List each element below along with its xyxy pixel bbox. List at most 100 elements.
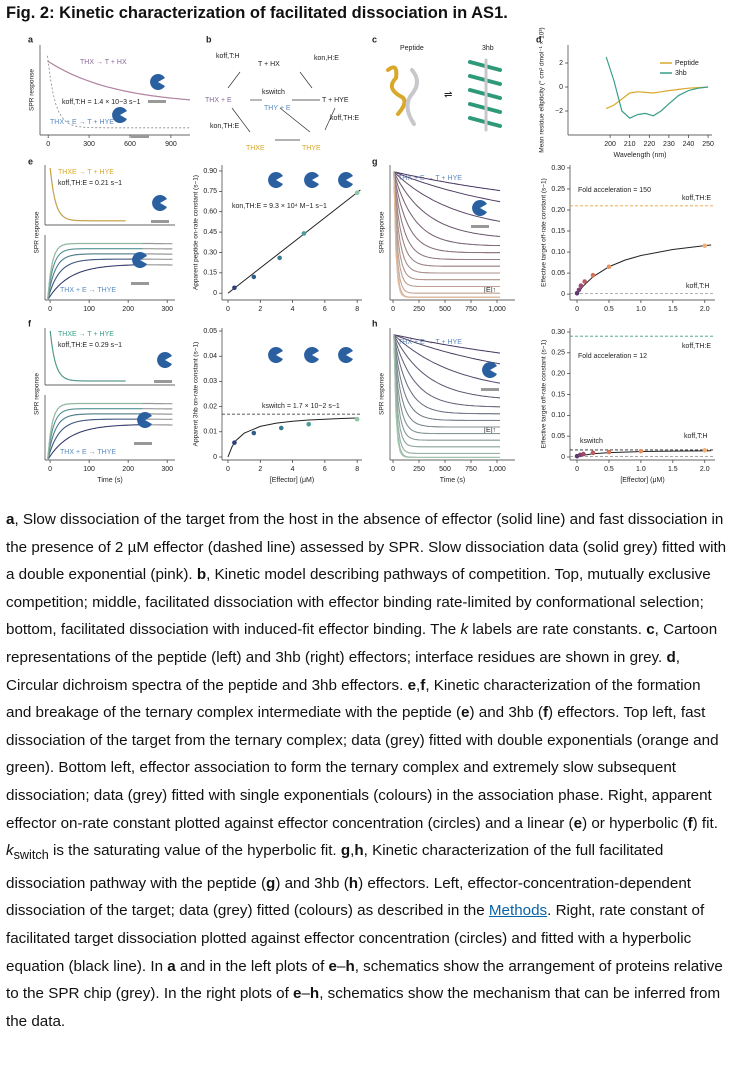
spr-trace bbox=[393, 334, 500, 441]
data-point bbox=[277, 255, 282, 261]
legend-label: 3hb bbox=[675, 70, 687, 77]
spr-trace bbox=[393, 171, 500, 246]
legend-label: Peptide bbox=[675, 60, 699, 67]
arrow bbox=[324, 107, 336, 131]
y-tick-label: 0.25 bbox=[551, 350, 565, 357]
y-axis-label: Apparent 3hb on-rate constant (s−1) bbox=[193, 342, 200, 447]
caption-text: , Kinetic characterization of the format… bbox=[6, 676, 701, 722]
spr-chip bbox=[131, 135, 149, 138]
spr-trace bbox=[47, 258, 143, 301]
caption-text: h bbox=[348, 874, 359, 892]
spr-trace bbox=[393, 171, 501, 203]
spr-trace bbox=[393, 171, 500, 260]
fit-line bbox=[227, 417, 358, 458]
spr-chip bbox=[471, 225, 489, 228]
caption-text: g bbox=[340, 842, 351, 860]
data-point bbox=[354, 190, 360, 196]
annotation: kswitch bbox=[580, 438, 603, 445]
host-icon bbox=[268, 347, 283, 363]
caption-text: . Right, rate constant of facilitated ta… bbox=[6, 902, 705, 975]
x-tick-label: 6 bbox=[323, 306, 327, 313]
caption-text: , schematics show the arrangement of pro… bbox=[6, 957, 723, 1003]
x-axis-label: [Effector] (μM) bbox=[620, 477, 664, 484]
spr-trace bbox=[393, 334, 500, 454]
y-tick-label: 2 bbox=[559, 60, 563, 67]
species-label: THYE bbox=[302, 145, 321, 152]
host-icon bbox=[338, 347, 353, 363]
x-tick-label: 0.5 bbox=[604, 466, 614, 473]
effector-label: 3hb bbox=[482, 45, 494, 52]
panel-letter: b bbox=[206, 34, 212, 44]
data-point bbox=[354, 416, 360, 422]
spr-trace bbox=[47, 424, 143, 461]
caption: a, Slow dissociation of the target from … bbox=[6, 506, 730, 1035]
panel-letter: d bbox=[536, 34, 542, 44]
caption-text: k bbox=[460, 621, 469, 639]
y-tick-label: 0.04 bbox=[203, 353, 217, 360]
panel-letter: c bbox=[372, 34, 377, 44]
x-tick-label: 1.5 bbox=[668, 466, 678, 473]
x-tick-label: 240 bbox=[683, 141, 695, 148]
caption-text: g bbox=[266, 874, 276, 892]
x-tick-label: 200 bbox=[604, 141, 616, 148]
peptide-cartoon bbox=[386, 65, 407, 116]
y-axis-label: SPR response bbox=[29, 69, 36, 111]
annotation: [E]↑ bbox=[484, 287, 496, 294]
x-tick-label: 0 bbox=[48, 306, 52, 313]
caption-text: f bbox=[420, 676, 426, 694]
caption-text: – bbox=[301, 985, 310, 1003]
data-point bbox=[590, 450, 596, 456]
spr-trace bbox=[393, 334, 500, 434]
caption-text: , Cartoon representations of the peptide… bbox=[6, 621, 718, 666]
x-tick-label: 750 bbox=[465, 306, 477, 313]
panel-letter: h bbox=[372, 318, 378, 328]
data-point bbox=[606, 449, 612, 455]
x-tick-label: 0 bbox=[226, 466, 230, 473]
y-tick-label: 0.60 bbox=[203, 209, 217, 216]
caption-text: ) fit. bbox=[692, 814, 718, 832]
caption-text: , Circular dichroism spectra of the pept… bbox=[6, 648, 680, 694]
species-label: T + HYE bbox=[322, 97, 349, 104]
caption-text: f bbox=[542, 704, 549, 722]
spr-trace bbox=[393, 334, 500, 435]
y-tick-label: 0.30 bbox=[551, 165, 565, 172]
caption-text: h bbox=[345, 957, 355, 975]
y-tick-label: 0 bbox=[561, 454, 565, 461]
species-label: THXE bbox=[246, 145, 265, 152]
host-icon bbox=[304, 172, 319, 188]
caption-text: a bbox=[6, 511, 15, 528]
annotation: koff,TH:E bbox=[682, 195, 711, 202]
arrow bbox=[231, 107, 251, 133]
caption-text: e bbox=[407, 676, 417, 694]
y-tick-label: 0.03 bbox=[203, 378, 217, 385]
caption-text: ) or hyperbolic ( bbox=[582, 814, 688, 832]
rate-label: koff,TH:E bbox=[330, 115, 359, 122]
x-tick-label: 1,000 bbox=[488, 466, 506, 473]
caption-text: d bbox=[666, 648, 676, 666]
caption-link[interactable]: Methods bbox=[488, 902, 548, 920]
spr-trace bbox=[393, 334, 500, 458]
caption-text: h bbox=[309, 985, 320, 1003]
spr-trace bbox=[393, 334, 501, 365]
x-tick-label: 2 bbox=[258, 306, 262, 313]
species-label: THY + E bbox=[264, 105, 291, 112]
y-tick-label: 0.02 bbox=[203, 403, 217, 410]
y-tick-label: 0.15 bbox=[551, 228, 565, 235]
x-tick-label: 0 bbox=[46, 141, 50, 148]
x-tick-label: 8 bbox=[355, 306, 359, 313]
x-tick-label: 230 bbox=[663, 141, 675, 148]
y-tick-label: −2 bbox=[555, 108, 563, 115]
host-icon bbox=[304, 347, 319, 363]
letters: a b c d e g f h bbox=[28, 34, 542, 328]
data-point bbox=[251, 430, 257, 436]
x-tick-label: 100 bbox=[83, 466, 95, 473]
spr-trace bbox=[393, 334, 501, 384]
arrow bbox=[227, 71, 241, 89]
spr-trace bbox=[47, 408, 143, 461]
annotation: koff,TH:E = 0.21 s−1 bbox=[58, 180, 122, 187]
data-point bbox=[606, 264, 612, 270]
y-axis-label: Effective target off-rate constant (s−1) bbox=[541, 340, 548, 449]
x-tick-label: 0 bbox=[226, 306, 230, 313]
x-tick-label: 600 bbox=[124, 141, 136, 148]
